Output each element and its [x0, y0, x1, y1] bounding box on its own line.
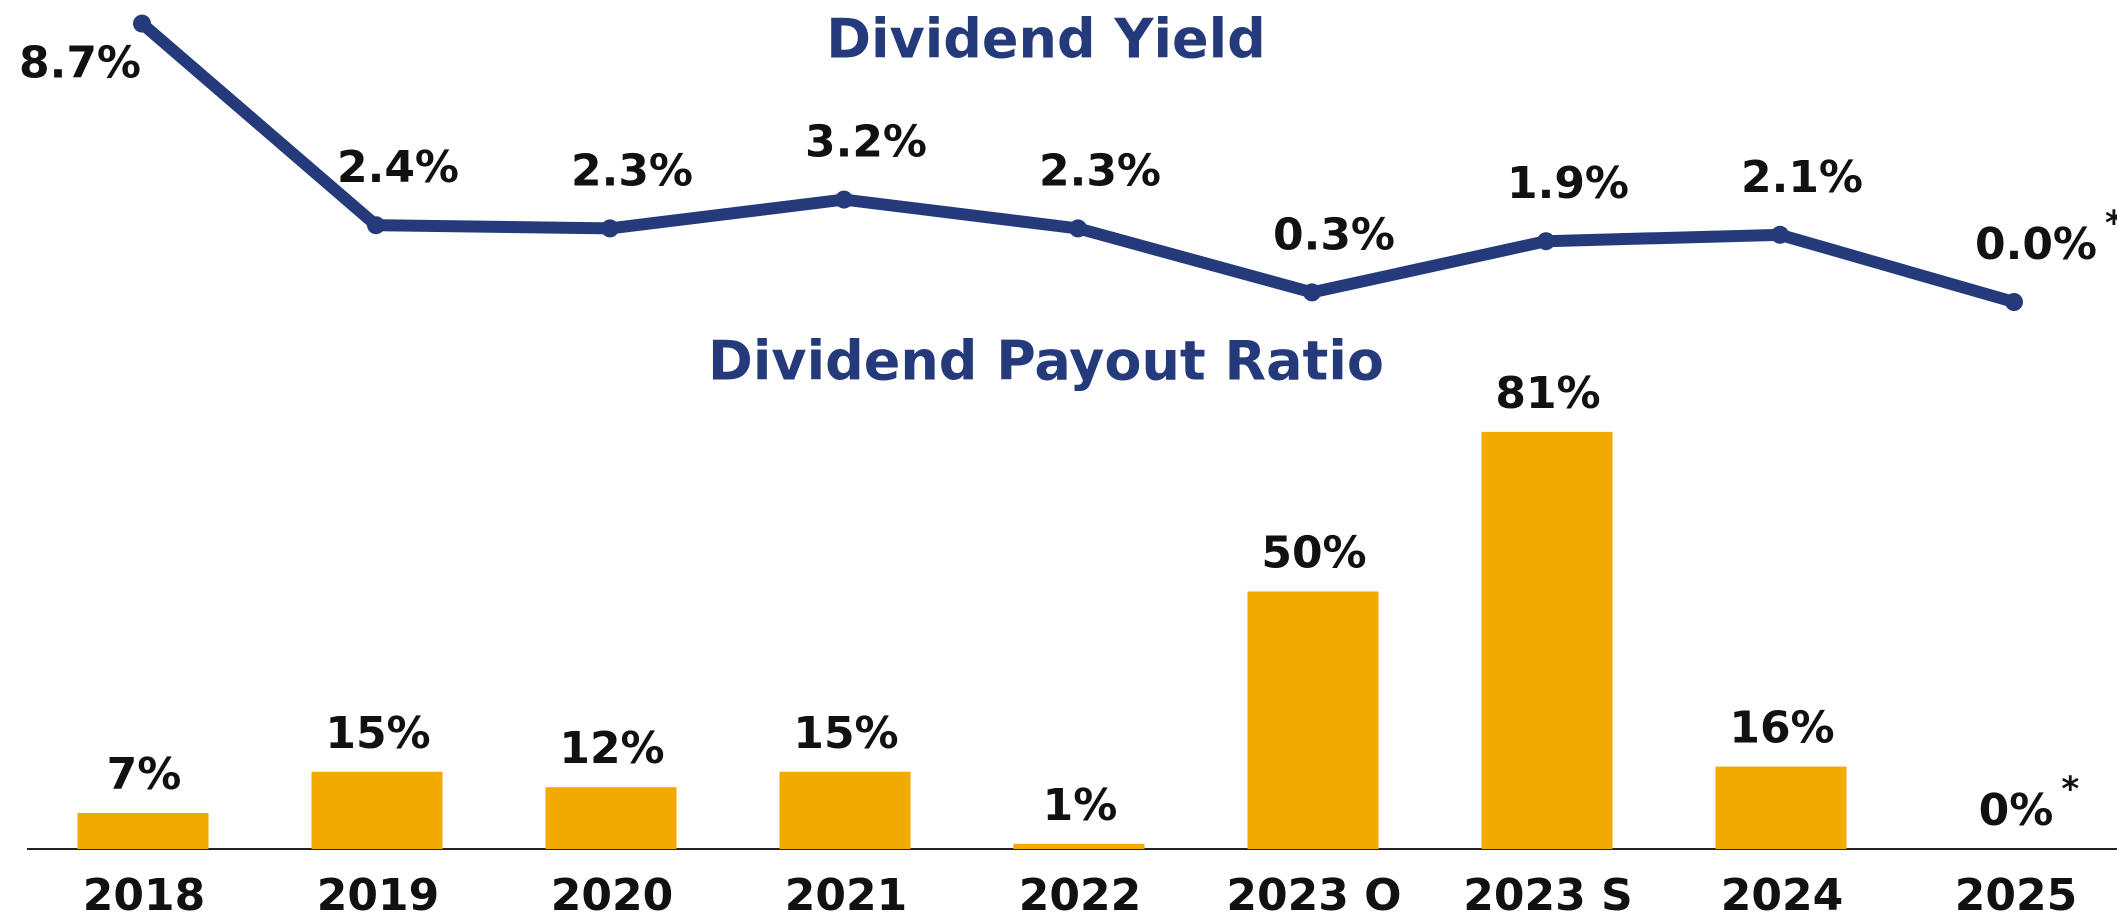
- data-label: 50%: [1261, 528, 1366, 579]
- bar: [1013, 843, 1145, 849]
- bar: [545, 787, 677, 849]
- x-tick-label: 2018: [83, 870, 205, 921]
- data-label: 2.3%: [571, 145, 693, 196]
- data-label: 0.3%: [1273, 209, 1395, 260]
- point: [1537, 232, 1555, 251]
- data-label: 1%: [1043, 780, 1118, 831]
- x-tick-label: 2024: [1721, 870, 1843, 921]
- chart-title: Dividend Payout Ratio: [708, 330, 1384, 393]
- point: [367, 216, 385, 235]
- data-label: 7%: [107, 749, 182, 800]
- x-tick-label: 2021: [785, 870, 907, 921]
- point: [601, 219, 619, 238]
- point: [2005, 293, 2023, 311]
- point: [835, 190, 853, 209]
- bar: [1247, 591, 1379, 849]
- x-tick-label: 2020: [551, 870, 673, 921]
- data-label: 3.2%: [805, 117, 927, 168]
- data-label: 0.0%: [1975, 219, 2097, 270]
- point: [133, 14, 151, 33]
- point: [1069, 219, 1087, 238]
- x-tick-label: 2019: [317, 870, 439, 921]
- chart-title: Dividend Yield: [826, 8, 1266, 71]
- x-tick-label: 2023 O: [1226, 870, 1401, 921]
- x-tick-label: 2025: [1955, 870, 2077, 921]
- data-label: 81%: [1495, 368, 1600, 419]
- data-label: 8.7%: [19, 38, 141, 89]
- point: [1771, 225, 1789, 244]
- point: [1303, 283, 1321, 302]
- data-label: 16%: [1729, 703, 1834, 754]
- bar: [1715, 766, 1847, 849]
- annotation: *: [2061, 770, 2079, 810]
- bar: [311, 771, 443, 849]
- data-label: 2.3%: [1039, 145, 1161, 196]
- x-tick-label: 2023 S: [1463, 870, 1632, 921]
- data-label: 15%: [325, 708, 430, 759]
- data-label: 0%: [1979, 785, 2054, 836]
- data-label: 2.4%: [337, 142, 459, 193]
- x-tick-label: 2022: [1019, 870, 1141, 921]
- data-label: 1.9%: [1507, 158, 1629, 209]
- bar: [1481, 431, 1613, 849]
- bar: [77, 812, 209, 849]
- data-label: 2.1%: [1741, 152, 1863, 203]
- data-label: 12%: [559, 723, 664, 774]
- bar: [779, 771, 911, 849]
- annotation: *: [2105, 204, 2117, 244]
- data-label: 15%: [793, 708, 898, 759]
